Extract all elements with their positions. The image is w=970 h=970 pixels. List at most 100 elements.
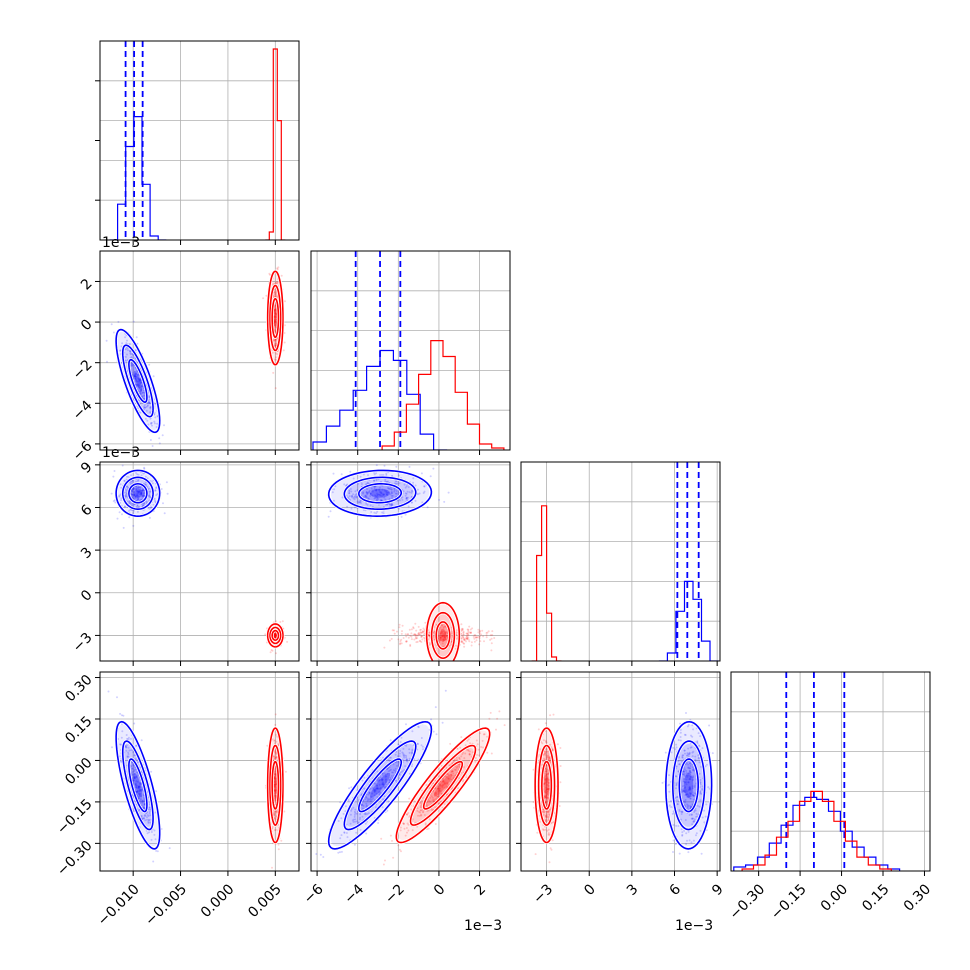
sample-point [387,758,390,761]
sample-point [405,744,408,747]
sample-point [407,829,410,832]
sample-point [273,291,276,294]
sample-point [411,829,414,832]
sample-point [370,511,373,513]
sample-point [142,472,145,475]
sample-point [682,754,685,757]
sample-point [534,853,537,856]
sample-point [370,487,373,490]
sample-point [136,495,139,498]
sample-point [689,778,692,781]
sample-point [130,474,133,477]
sample-point [119,712,122,715]
sample-point [133,493,136,496]
sample-point [370,800,373,803]
sample-point [478,754,481,757]
sample-point [674,748,677,751]
sample-point [139,788,142,791]
panel-content [326,464,496,661]
sample-point [467,738,470,741]
sample-point [444,632,446,635]
sample-point [359,475,362,478]
sample-point [142,796,145,799]
sample-point [706,763,708,766]
sample-point [132,487,135,490]
sample-point [395,465,398,468]
sample-point [140,381,143,384]
sample-point [264,633,267,636]
sample-point [473,640,476,643]
sample-point [274,632,277,635]
sample-point [391,503,394,506]
sample-point [273,309,276,312]
sample-point [128,500,131,503]
sample-point [429,796,432,799]
sample-point [694,809,697,812]
sample-point [365,832,368,835]
sample-point [105,339,108,342]
sample-point [126,349,129,352]
sample-point [470,631,472,634]
sample-point [143,391,146,394]
sample-point [436,795,439,798]
sample-point [155,486,158,489]
sample-point [129,350,132,353]
sample-point [668,774,671,777]
sample-point [546,799,549,802]
x-tick-label: −4 [341,881,367,907]
sample-point [365,502,368,505]
sample-point [137,385,140,388]
sample-point [380,492,382,495]
y-tick-label: 0 [78,587,96,605]
sample-point [691,724,694,727]
sample-point [135,384,138,387]
sample-point [352,806,355,809]
sample-point [403,827,406,830]
sample-point [142,495,145,498]
sample-point [274,777,277,780]
sample-point [373,789,376,792]
sample-point [692,769,695,772]
sample-point [445,776,448,778]
sample-point [133,776,136,778]
sample-point [366,488,368,490]
sample-point [688,788,691,791]
sample-point [118,494,121,497]
sample-point [405,497,408,499]
sample-point [437,787,439,790]
sample-point [397,638,400,641]
sample-point [359,813,362,816]
sample-point [355,496,358,499]
sample-point [342,812,345,815]
sample-point [461,635,464,637]
y-tick-label: −0.30 [54,838,96,880]
sample-point [439,790,442,793]
sample-point [447,784,450,787]
sample-point [703,821,706,824]
sample-point [452,770,454,773]
sample-point [358,818,361,821]
sample-point [156,850,159,853]
sample-point [691,794,694,797]
sample-point [111,746,113,749]
sample-point [463,639,466,641]
sample-point [141,788,144,791]
sample-point [140,389,143,392]
sample-point [399,643,401,646]
sample-point [390,492,393,495]
sample-point [390,488,393,491]
sample-point [439,626,442,629]
sample-point [430,718,433,721]
sample-point [129,353,132,356]
sample-point [136,510,139,513]
sample-point [684,763,687,766]
sample-point [171,879,173,881]
sample-point [373,497,376,500]
sample-point [106,360,108,363]
sample-point [154,811,157,814]
sample-point [444,636,447,639]
sample-point [275,652,277,655]
sample-point [274,342,277,345]
sample-point [389,776,392,779]
sample-point [686,795,689,798]
